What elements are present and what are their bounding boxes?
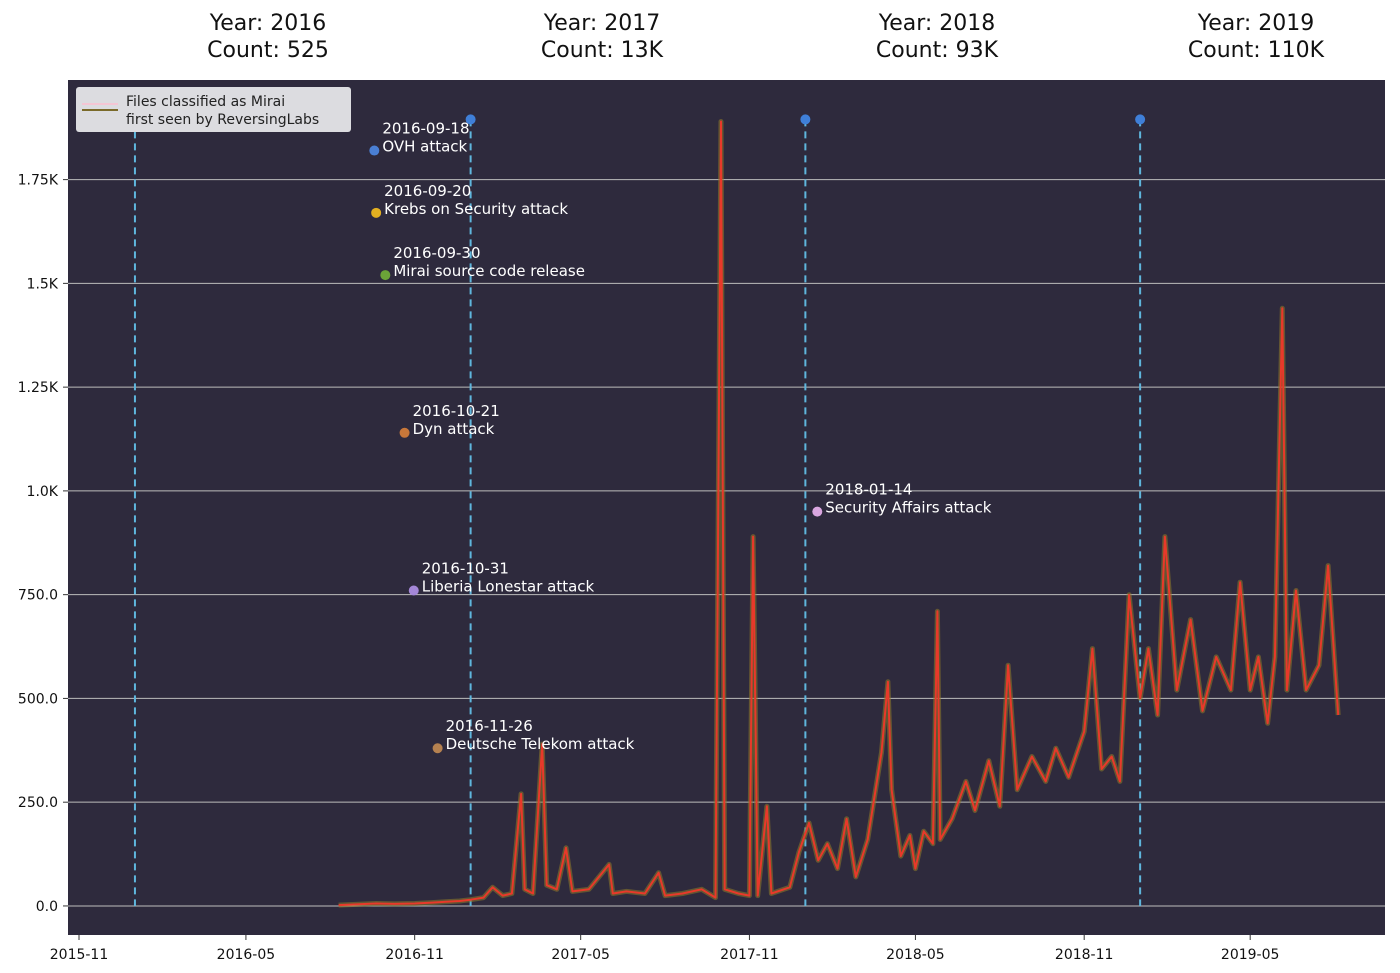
- series-layer: [338, 119, 1341, 908]
- event-date-label: 2018-01-14: [825, 481, 912, 499]
- event-marker: [380, 270, 391, 281]
- event-marker: [369, 145, 380, 156]
- x-tick-label: 2018-05: [886, 947, 945, 963]
- y-tick-label: 250.0: [18, 795, 58, 811]
- legend-box: [76, 87, 351, 132]
- event-name-label: Security Affairs attack: [825, 499, 991, 517]
- year-header-2016-year: Year: 2016: [209, 11, 327, 36]
- event-date-label: 2016-11-26: [446, 717, 533, 735]
- y-tick-label: 750.0: [18, 588, 58, 604]
- x-tick-label: 2018-11: [1055, 947, 1114, 963]
- event-marker: [812, 506, 823, 517]
- x-tick-label: 2017-05: [551, 947, 610, 963]
- y-tick-label: 1.25K: [18, 380, 59, 396]
- year-header-2016-count: Count: 525: [207, 38, 329, 63]
- event-date-label: 2016-09-30: [393, 244, 480, 262]
- year-header-2018-year: Year: 2018: [878, 11, 996, 36]
- event-name-label: Liberia Lonestar attack: [422, 578, 595, 596]
- year-headers: Year: 2016 Count: 525 Year: 2017 Count: …: [207, 11, 1325, 63]
- event-date-label: 2016-09-18: [382, 120, 469, 138]
- year-divider-marker: [800, 114, 811, 125]
- x-tick-label: 2015-11: [50, 947, 109, 963]
- year-header-2017-year: Year: 2017: [543, 11, 661, 36]
- x-tick-label: 2017-11: [720, 947, 779, 963]
- event-name-label: Deutsche Telekom attack: [446, 735, 635, 753]
- event-marker: [408, 585, 419, 596]
- x-tick-label: 2019-05: [1221, 947, 1280, 963]
- year-header-2018-count: Count: 93K: [876, 38, 999, 63]
- event-marker: [399, 427, 410, 438]
- y-tick-label: 1.5K: [27, 276, 59, 292]
- x-tick-label: 2016-11: [385, 947, 444, 963]
- y-tick-label: 0.0: [36, 899, 58, 915]
- event-marker: [432, 743, 443, 754]
- year-divider-marker: [465, 114, 476, 125]
- event-date-label: 2016-10-31: [422, 560, 509, 578]
- event-name-label: OVH attack: [382, 138, 467, 156]
- y-tick-label: 500.0: [18, 691, 58, 707]
- legend: Files classified as Mirai first seen by …: [76, 87, 351, 132]
- event-name-label: Krebs on Security attack: [384, 200, 568, 218]
- event-date-label: 2016-09-20: [384, 182, 471, 200]
- year-header-2017-count: Count: 13K: [541, 38, 664, 63]
- year-header-2019-count: Count: 110K: [1188, 38, 1325, 63]
- event-marker: [371, 207, 382, 218]
- event-name-label: Mirai source code release: [393, 262, 585, 280]
- event-date-label: 2016-10-21: [413, 402, 500, 420]
- legend-label-line2: first seen by ReversingLabs: [126, 112, 319, 128]
- axes: 0.0 250.0 500.0 750.0 1.0K 1.25K 1.5K 1.75K 2015…: [18, 173, 1280, 963]
- year-divider-marker: [1135, 114, 1146, 125]
- x-tick-label: 2016-05: [217, 947, 276, 963]
- year-header-2019-year: Year: 2019: [1197, 11, 1315, 36]
- event-name-label: Dyn attack: [413, 420, 495, 438]
- series-line: [338, 120, 1340, 907]
- y-tick-label: 1.75K: [18, 173, 59, 189]
- legend-label-line1: Files classified as Mirai: [126, 94, 285, 110]
- y-tick-label: 1.0K: [27, 484, 59, 500]
